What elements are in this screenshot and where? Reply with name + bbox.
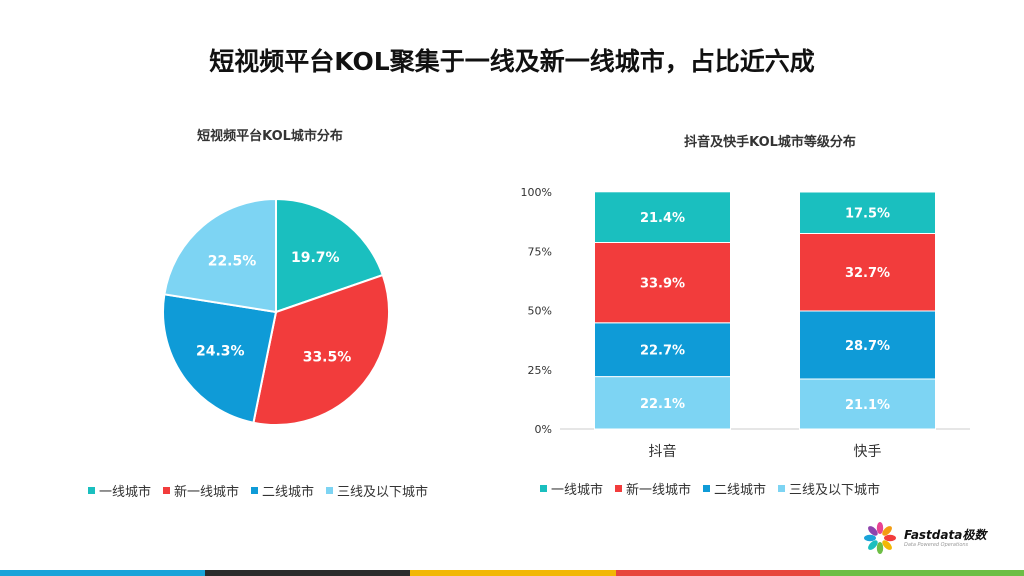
legend-label: 新一线城市: [174, 485, 240, 500]
bar-segment: [799, 191, 936, 234]
y-tick-label: 100%: [521, 186, 552, 199]
bar-data-label: 32.7%: [845, 266, 890, 281]
legend-swatch: [615, 485, 623, 492]
legend-label: 三线及以下城市: [789, 483, 881, 498]
bar-segment: [799, 378, 936, 430]
pie-data-label: 22.5%: [208, 253, 257, 269]
y-tick-label: 25%: [528, 364, 552, 377]
bar-segment: [594, 191, 731, 244]
legend-item: 一线城市: [540, 479, 603, 498]
legend-item: 一线城市: [88, 481, 151, 500]
footer-color-bar: [0, 570, 1024, 576]
legend-label: 二线城市: [262, 485, 315, 500]
legend-swatch: [163, 487, 171, 494]
legend-swatch: [88, 487, 95, 494]
bar-data-label: 22.7%: [640, 344, 685, 359]
legend-swatch: [251, 487, 259, 494]
x-category-label: 快手: [854, 444, 882, 460]
legend-item: 三线及以下城市: [326, 481, 428, 500]
legend-swatch: [540, 485, 547, 492]
bar-segment: [799, 310, 936, 380]
bar-segment: [594, 376, 731, 430]
bar-data-label: 33.9%: [640, 277, 685, 292]
legend-label: 三线及以下城市: [337, 485, 429, 500]
legend-item: 新一线城市: [615, 479, 691, 498]
logo-name: Fastdata极数: [904, 527, 987, 542]
legend-label: 新一线城市: [626, 483, 692, 498]
y-tick-label: 50%: [528, 305, 552, 318]
flower-logo-icon: [864, 522, 896, 554]
legend-item: 二线城市: [251, 481, 314, 500]
legend-label: 一线城市: [551, 483, 604, 498]
legend-item: 二线城市: [703, 479, 766, 498]
y-tick-label: 75%: [528, 245, 552, 258]
legend-item: 新一线城市: [163, 481, 239, 500]
x-category-label: 抖音: [649, 443, 677, 460]
footer-bar-segment: [0, 570, 205, 576]
pie-data-label: 33.5%: [303, 350, 352, 366]
pie-data-label: 19.7%: [291, 250, 340, 266]
logo-tagline: Data Powered Operations: [904, 541, 969, 548]
footer-bar-segment: [820, 570, 1024, 576]
legend-swatch: [703, 485, 711, 492]
main-title: 短视频平台KOL聚集于一线及新一线城市，占比近六成: [209, 47, 815, 76]
footer-bar-segment: [410, 570, 616, 576]
bar-data-label: 21.1%: [845, 398, 890, 413]
pie-slice: [162, 293, 278, 424]
bar-chart-title: 抖音及快手KOL城市等级分布: [684, 135, 856, 150]
legend-swatch: [326, 487, 334, 494]
bar-segment: [594, 242, 731, 324]
bar-data-label: 28.7%: [845, 339, 890, 354]
pie-slice: [252, 273, 390, 426]
legend-swatch: [778, 485, 786, 492]
legend-label: 一线城市: [99, 485, 152, 500]
y-tick-label: 0%: [535, 423, 552, 436]
bar-data-label: 21.4%: [640, 211, 685, 226]
pie-chart-title: 短视频平台KOL城市分布: [197, 129, 343, 144]
bar-data-label: 22.1%: [640, 397, 685, 412]
legend-item: 三线及以下城市: [778, 479, 880, 498]
bar-data-label: 17.5%: [845, 207, 890, 222]
legend-label: 二线城市: [714, 483, 767, 498]
pie-slice: [163, 197, 277, 314]
bar-segment: [594, 322, 731, 378]
pie-legend: 一线城市 新一线城市 二线城市 三线及以下城市: [88, 481, 440, 500]
bar-segment: [799, 233, 936, 312]
footer-bar-segment: [616, 570, 820, 576]
bar-legend: 一线城市 新一线城市 二线城市 三线及以下城市: [540, 479, 892, 498]
pie-data-label: 24.3%: [196, 344, 245, 360]
footer-bar-segment: [205, 570, 410, 576]
fastdata-logo: Fastdata极数 Data Powered Operations: [862, 520, 986, 556]
